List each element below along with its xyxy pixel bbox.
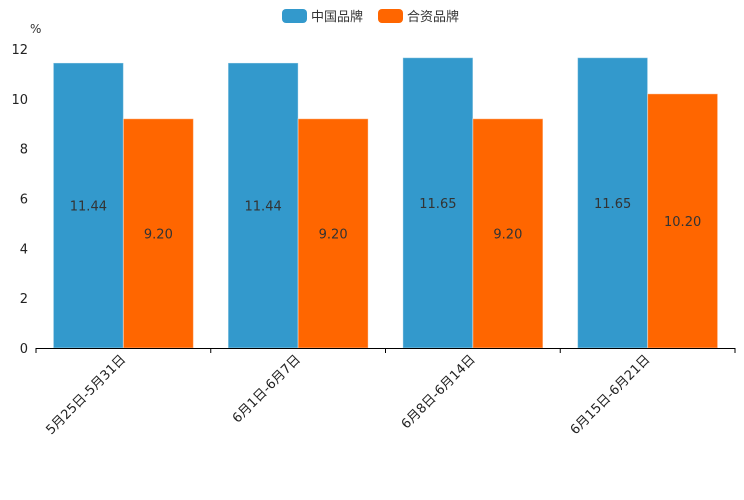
y-tick-label: 2 — [20, 292, 28, 307]
bar-1-3 — [647, 93, 719, 349]
y-tick-label: 10 — [11, 93, 28, 108]
legend-swatch-0 — [282, 9, 307, 23]
bar-1-2 — [472, 118, 544, 349]
legend-label-1: 合资品牌 — [407, 9, 459, 25]
y-tick-label: 6 — [20, 193, 28, 208]
y-axis-unit: % — [30, 22, 41, 36]
bar-1-1 — [297, 118, 369, 349]
bars: 11.44 9.20 11.44 9.20 11.65 9.20 11.65 10.20 — [52, 57, 719, 349]
legend: 中国品牌 合资品牌 — [282, 9, 459, 25]
y-tick-label: 4 — [20, 242, 28, 257]
data-label: 9.20 — [319, 227, 348, 242]
data-label: 11.65 — [594, 197, 631, 212]
x-tick-label: 6月15日-6月21日 — [568, 352, 654, 438]
data-label: 10.20 — [664, 215, 701, 230]
data-label: 11.44 — [245, 199, 282, 214]
data-label: 11.44 — [70, 199, 107, 214]
y-tick-label: 8 — [20, 143, 28, 158]
legend-label-0: 中国品牌 — [311, 9, 363, 25]
y-tick-label: 12 — [11, 43, 28, 58]
y-axis: 0 2 4 6 8 10 12 — [11, 43, 28, 357]
data-label: 9.20 — [493, 227, 522, 242]
bar-0-2 — [402, 57, 474, 349]
x-tick-label: 6月8日-6月14日 — [399, 352, 479, 432]
bar-0-0 — [52, 62, 124, 349]
y-tick-label: 0 — [20, 342, 28, 357]
data-label: 11.65 — [419, 197, 456, 212]
bar-0-1 — [227, 62, 299, 349]
data-label: 9.20 — [144, 227, 173, 242]
x-tick-label: 6月1日-6月7日 — [230, 352, 304, 426]
x-axis: 5月25日-5月31日 6月1日-6月7日 6月8日-6月14日 6月15日-6月21… — [35, 348, 736, 438]
bar-1-0 — [122, 118, 194, 349]
legend-swatch-1 — [378, 9, 403, 23]
x-tick-label: 5月25日-5月31日 — [43, 352, 129, 438]
